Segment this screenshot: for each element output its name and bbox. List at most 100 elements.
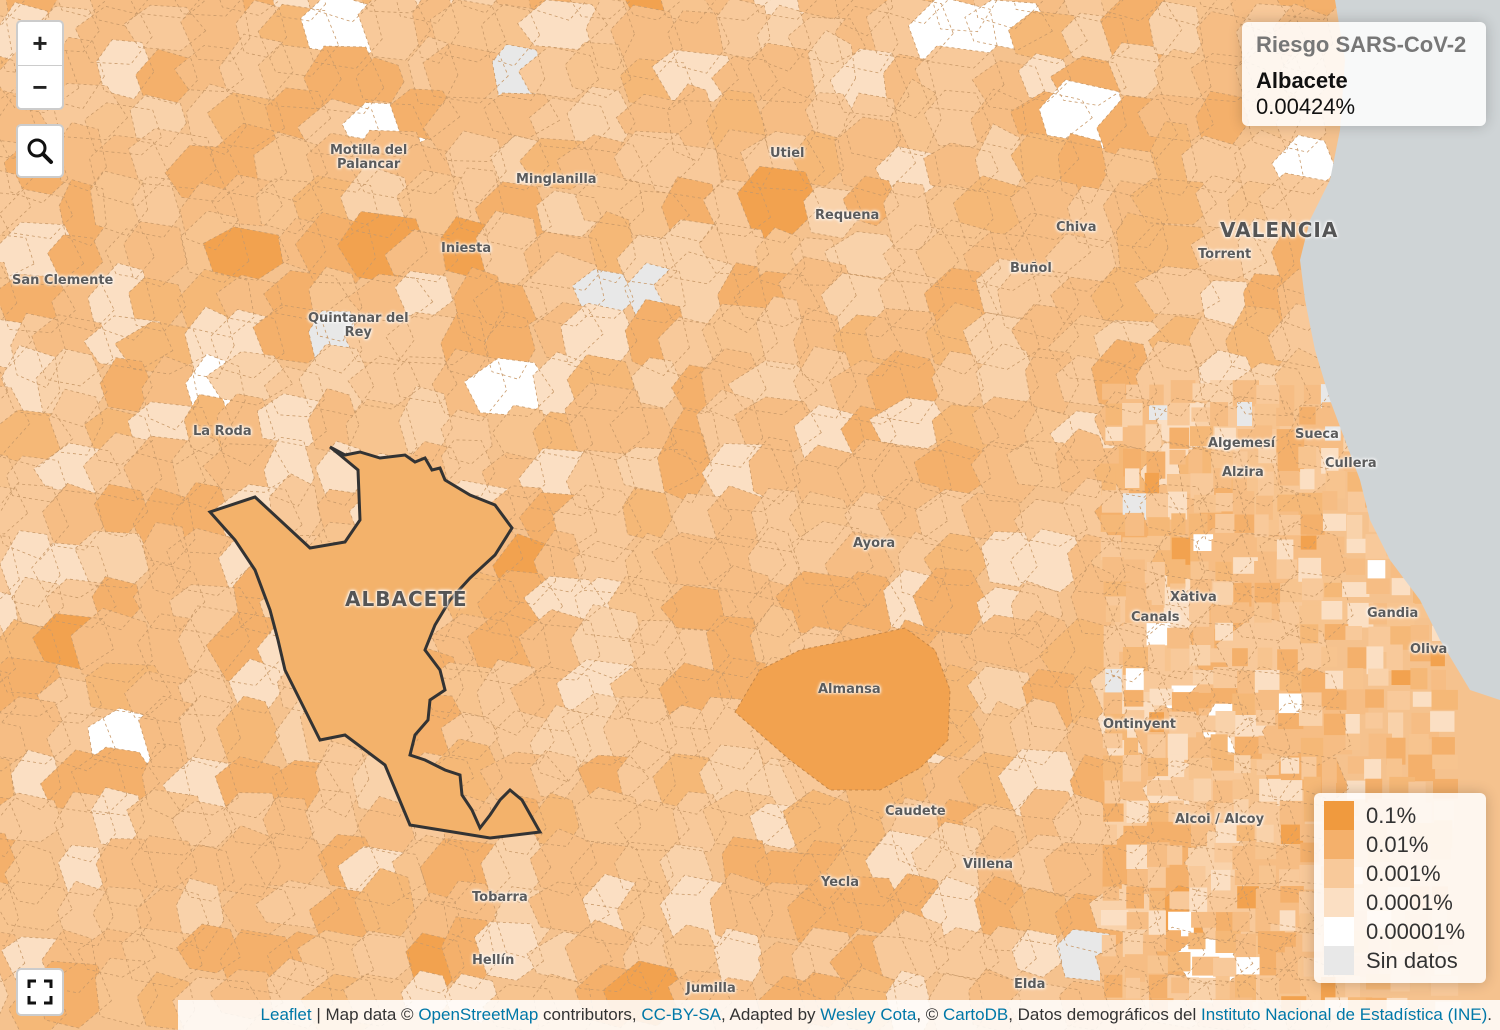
- municipality-tile[interactable]: [622, 488, 672, 543]
- municipality-tile[interactable]: [1149, 712, 1164, 732]
- municipality-tile[interactable]: [1277, 649, 1298, 672]
- municipality-tile[interactable]: [1255, 888, 1281, 909]
- municipality-tile[interactable]: [1325, 670, 1348, 689]
- municipality-tile[interactable]: [100, 357, 153, 412]
- municipality-tile[interactable]: [480, 828, 551, 904]
- municipality-tile[interactable]: [1125, 512, 1145, 536]
- municipality-tile[interactable]: [1236, 825, 1255, 841]
- municipality-tile[interactable]: [1103, 803, 1124, 822]
- municipality-tile[interactable]: [560, 303, 637, 376]
- municipality-tile[interactable]: [1300, 514, 1325, 535]
- municipality-tile[interactable]: [1126, 800, 1149, 823]
- municipality-tile[interactable]: [1346, 514, 1363, 539]
- municipality-tile[interactable]: [216, 275, 283, 324]
- municipality-tile[interactable]: [1324, 624, 1349, 640]
- municipality-tile[interactable]: [1276, 623, 1297, 650]
- municipality-tile[interactable]: [1169, 865, 1188, 882]
- municipality-tile[interactable]: [1211, 539, 1240, 554]
- municipality-tile[interactable]: [1130, 178, 1217, 225]
- municipality-tile[interactable]: [1279, 602, 1303, 624]
- municipality-tile[interactable]: [1126, 844, 1149, 870]
- municipality-tile[interactable]: [1167, 733, 1188, 760]
- municipality-tile[interactable]: [1105, 669, 1122, 695]
- municipality-tile[interactable]: [1149, 688, 1174, 706]
- municipality-tile[interactable]: [1279, 977, 1301, 994]
- municipality-tile[interactable]: [1147, 866, 1166, 888]
- municipality-tile[interactable]: [1301, 692, 1322, 713]
- municipality-tile[interactable]: [1232, 845, 1252, 870]
- municipality-tile[interactable]: [1166, 474, 1191, 494]
- municipality-tile[interactable]: [533, 530, 586, 593]
- municipality-tile[interactable]: [1210, 402, 1229, 427]
- municipality-tile[interactable]: [1101, 470, 1116, 496]
- municipality-tile[interactable]: [1258, 447, 1276, 464]
- municipality-tile[interactable]: [1430, 645, 1445, 667]
- municipality-tile[interactable]: [1213, 957, 1238, 977]
- municipality-tile[interactable]: [1302, 578, 1323, 601]
- municipality-tile[interactable]: [1123, 623, 1149, 649]
- municipality-tile[interactable]: [1254, 622, 1281, 637]
- municipality-tile[interactable]: [565, 42, 632, 98]
- municipality-tile[interactable]: [92, 886, 152, 942]
- municipality-tile[interactable]: [1254, 561, 1282, 578]
- municipality-tile[interactable]: [1346, 689, 1369, 715]
- municipality-tile[interactable]: [1347, 647, 1367, 669]
- municipality-tile[interactable]: [1210, 380, 1235, 407]
- municipality-tile[interactable]: [1132, 223, 1213, 276]
- municipality-tile[interactable]: [1235, 933, 1256, 958]
- municipality-tile[interactable]: [748, 437, 801, 504]
- municipality-tile[interactable]: [1214, 427, 1236, 450]
- municipality-tile[interactable]: [1324, 582, 1347, 598]
- municipality-tile[interactable]: [1430, 711, 1455, 732]
- municipality-tile[interactable]: [662, 924, 720, 983]
- municipality-tile[interactable]: [1390, 626, 1415, 650]
- municipality-tile[interactable]: [1343, 668, 1364, 694]
- municipality-tile[interactable]: [0, 792, 64, 842]
- municipality-tile[interactable]: [1213, 666, 1241, 692]
- municipality-tile[interactable]: [1169, 891, 1191, 910]
- municipality-tile[interactable]: [1210, 688, 1238, 704]
- municipality-tile[interactable]: [305, 789, 359, 849]
- municipality-tile[interactable]: [1169, 824, 1192, 844]
- municipality-tile[interactable]: [1212, 780, 1238, 803]
- municipality-tile[interactable]: [756, 296, 809, 370]
- municipality-tile[interactable]: [1346, 558, 1366, 575]
- municipality-tile[interactable]: [299, 344, 374, 416]
- selected-region-outline[interactable]: [207, 445, 543, 840]
- municipality-tile[interactable]: [1321, 448, 1339, 474]
- municipality-tile[interactable]: [1105, 426, 1123, 441]
- municipality-tile[interactable]: [1188, 932, 1206, 950]
- municipality-tile[interactable]: [652, 49, 739, 102]
- municipality-tile[interactable]: [1149, 890, 1165, 911]
- municipality-tile[interactable]: [1234, 736, 1262, 759]
- municipality-tile[interactable]: [1169, 449, 1186, 465]
- municipality-tile[interactable]: [1256, 385, 1282, 407]
- municipality-tile[interactable]: [615, 799, 690, 851]
- municipality-tile[interactable]: [1321, 646, 1338, 667]
- municipality-tile[interactable]: [1298, 446, 1317, 469]
- municipality-tile[interactable]: [1368, 733, 1392, 759]
- zoom-in-button[interactable]: +: [18, 22, 62, 66]
- municipality-tile[interactable]: [1170, 380, 1196, 404]
- municipality-tile[interactable]: [1103, 644, 1120, 668]
- municipality-tile[interactable]: [1368, 668, 1389, 686]
- municipality-tile[interactable]: [1167, 402, 1190, 426]
- municipality-tile[interactable]: [1122, 403, 1143, 428]
- municipality-tile[interactable]: [709, 872, 773, 946]
- municipality-tile[interactable]: [1215, 711, 1236, 737]
- municipality-tile[interactable]: [1237, 670, 1257, 698]
- municipality-tile[interactable]: [1150, 121, 1198, 196]
- municipality-tile[interactable]: [1277, 846, 1295, 866]
- municipality-tile[interactable]: [1233, 557, 1258, 574]
- municipality-tile[interactable]: [747, 43, 825, 103]
- municipality-tile[interactable]: [1237, 402, 1252, 426]
- municipality-tile[interactable]: [1211, 869, 1231, 897]
- municipality-tile[interactable]: [1122, 537, 1149, 558]
- municipality-tile[interactable]: [1233, 799, 1249, 825]
- municipality-tile[interactable]: [1168, 491, 1188, 520]
- ine-link[interactable]: Instituto Nacional de Estadística (INE): [1200, 1005, 1488, 1024]
- municipality-tile[interactable]: [203, 226, 290, 281]
- municipality-tile[interactable]: [1171, 513, 1186, 535]
- municipality-tile[interactable]: [384, 229, 458, 282]
